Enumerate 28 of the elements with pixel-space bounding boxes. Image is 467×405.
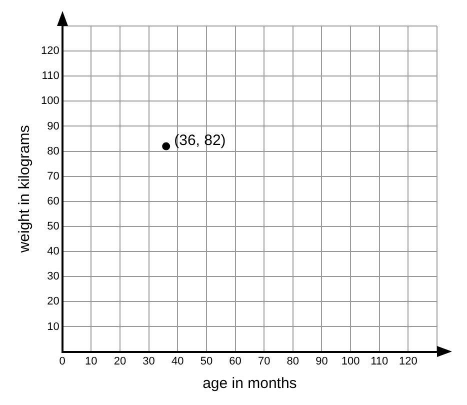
y-tick-label: 90 <box>47 120 60 132</box>
x-tick-label: 10 <box>85 355 98 368</box>
y-axis-title: weight in kilograms <box>16 125 34 254</box>
x-tick-label: 20 <box>114 355 126 368</box>
y-tick-label: 60 <box>47 195 60 208</box>
x-tick-label: 30 <box>142 355 155 368</box>
x-tick-label: 90 <box>316 355 328 368</box>
y-tick-label: 40 <box>47 246 60 258</box>
y-tick-label: 70 <box>47 170 60 182</box>
annotation: (36, 82) <box>174 132 226 149</box>
y-tick-label: 20 <box>47 296 60 308</box>
y-tick-label: 50 <box>47 220 60 233</box>
x-tick-label: 70 <box>258 355 270 368</box>
y-tick-label: 80 <box>47 145 60 158</box>
y-tick-label: 10 <box>47 320 60 333</box>
y-tick-label: 100 <box>40 95 60 108</box>
x-tick-label: 40 <box>172 355 184 368</box>
x-tick-label: 0 <box>59 355 66 368</box>
y-tick-label: 30 <box>47 270 60 283</box>
x-tick-label: 60 <box>229 355 242 368</box>
x-axis-title: age in months <box>202 375 297 392</box>
y-tick-label: 120 <box>40 45 60 58</box>
x-tick-label: 120 <box>399 355 418 368</box>
x-tick-label: 80 <box>286 355 300 368</box>
x-tick-label: 50 <box>200 355 213 368</box>
x-tick-label: 100 <box>341 355 360 368</box>
x-tick-label: 110 <box>370 355 388 368</box>
y-tick-label: 110 <box>42 70 60 82</box>
